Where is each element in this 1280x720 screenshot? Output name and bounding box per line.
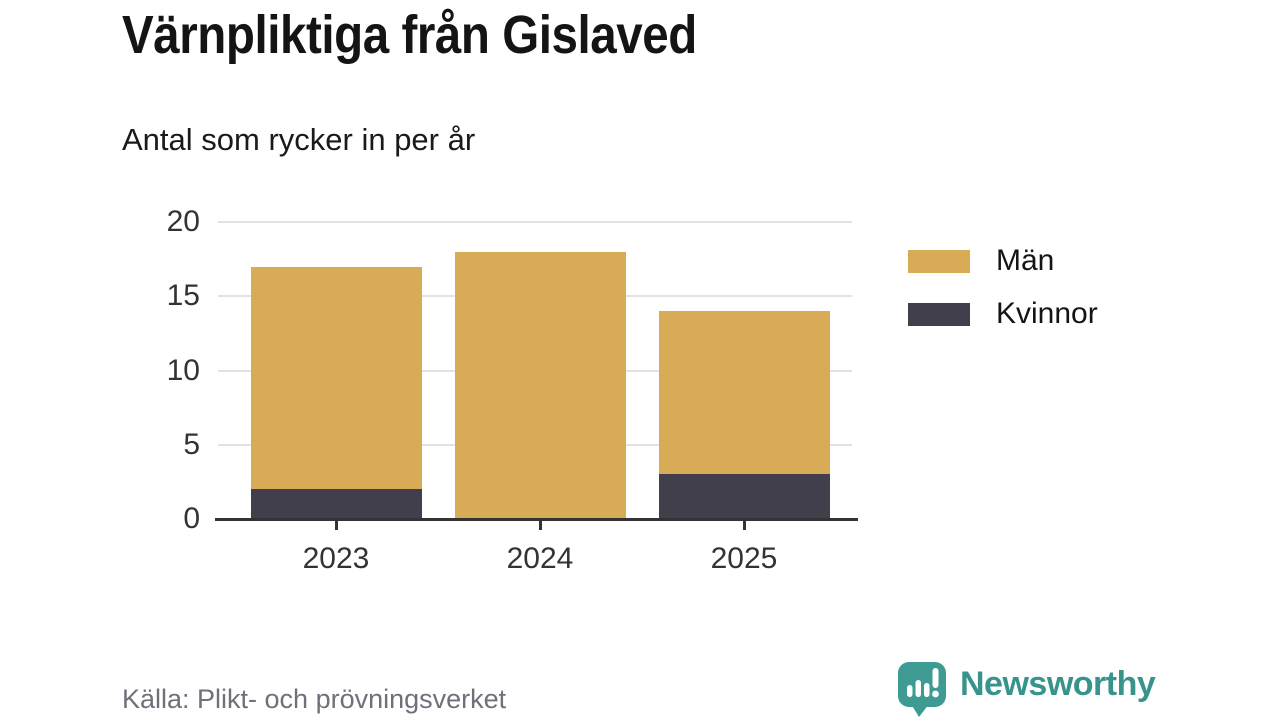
legend-swatch [908,302,970,326]
y-axis-tick-label: 5 [183,427,200,461]
x-axis-category-label: 2024 [506,542,574,575]
bar-segment-2025-Män [658,311,830,475]
gridline [218,221,852,223]
legend-label: Män [996,244,1055,277]
x-axis-category-label: 2023 [302,542,370,575]
y-axis-tick-label: 15 [166,279,200,313]
bar-segment-2023-Kvinnor [250,489,422,519]
chart-title: Värnpliktiga från Gislaved [122,5,697,65]
chart-subtitle: Antal som rycker in per år [122,122,476,157]
y-axis-tick-label: 10 [166,353,200,387]
x-axis-tick [538,521,542,530]
x-axis-line [215,517,858,521]
bar-segment-2023-Män [250,266,422,490]
legend-item-Män: Män [908,246,1098,276]
bar-segment-2025-Kvinnor [658,474,830,519]
y-axis-tick-label: 0 [183,502,200,535]
legend-label: Kvinnor [996,297,1098,330]
bar-segment-2024-Män [454,251,626,519]
legend-swatch [908,249,970,273]
legend: Män Kvinnor [908,246,1098,329]
x-axis-tick [742,521,746,530]
brand-logo: Newsworthy [896,660,1156,717]
y-axis-tick-label: 20 [166,205,200,238]
brand-wordmark: Newsworthy [960,665,1156,703]
newsworthy-bubble-icon [898,662,946,717]
x-axis-category-label: 2025 [710,542,778,575]
legend-item-Kvinnor: Kvinnor [908,299,1098,329]
source-text: Källa: Plikt- och prövningsverket [122,684,507,714]
x-axis-tick [334,521,338,530]
